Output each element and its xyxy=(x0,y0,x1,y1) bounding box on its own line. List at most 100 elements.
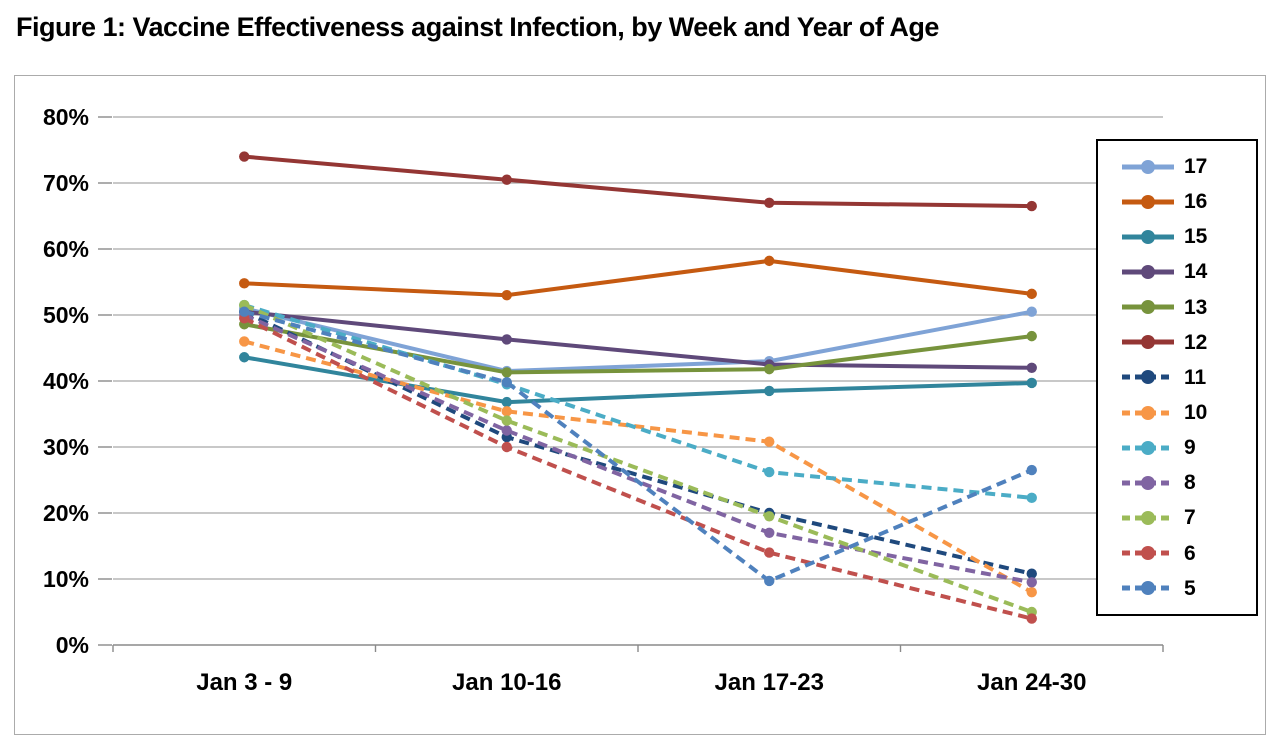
series-15 xyxy=(239,352,1037,408)
chart-area: 0% 10% 20% 30% 40% 50% 60% 70% 80% Jan 3 - 9 Jan 1… xyxy=(14,75,1266,735)
series-marker-12 xyxy=(501,174,512,185)
figure-title: Figure 1: Vaccine Effectiveness against … xyxy=(16,12,939,42)
series-marker-6 xyxy=(501,441,512,453)
series-11 xyxy=(239,306,1037,579)
legend-marker-6 xyxy=(1141,546,1155,561)
series-marker-16 xyxy=(239,278,250,289)
legend-marker-8 xyxy=(1141,475,1155,490)
legend-item-10: 10 xyxy=(1122,402,1252,423)
legend-item-7: 7 xyxy=(1122,507,1252,528)
series-marker-6 xyxy=(1026,613,1037,624)
series-line-15 xyxy=(243,355,1032,405)
legend-label-14: 14 xyxy=(1184,260,1208,284)
series-marker-7 xyxy=(501,415,512,426)
series-marker-9 xyxy=(764,466,775,478)
legend-item-16: 16 xyxy=(1122,191,1252,212)
series-marker-12 xyxy=(764,197,775,208)
y-axis-label: 80% xyxy=(43,104,89,130)
series-9 xyxy=(239,299,1037,504)
series-marker-13 xyxy=(1026,330,1037,342)
series-marker-10 xyxy=(764,436,775,447)
series-marker-15 xyxy=(501,396,512,408)
series-marker-15 xyxy=(1026,377,1037,389)
series-marker-7 xyxy=(764,511,775,522)
series-6 xyxy=(239,313,1037,624)
series-marker-6 xyxy=(764,547,775,558)
y-axis-label: 30% xyxy=(43,434,89,460)
series-marker-15 xyxy=(239,352,250,363)
chart-svg: 0% 10% 20% 30% 40% 50% 60% 70% 80% Jan 3 - 9 Jan 1… xyxy=(43,104,1164,696)
legend-label-15: 15 xyxy=(1184,225,1208,249)
legend-item-15: 15 xyxy=(1122,226,1252,247)
series-marker-10 xyxy=(501,406,512,417)
legend-label-16: 16 xyxy=(1184,190,1208,214)
series-marker-10 xyxy=(1026,587,1037,598)
y-axis-label: 40% xyxy=(43,368,89,394)
legend: 17 16 15 14 13 12 11 10 9 8 7 6 5 xyxy=(1096,139,1258,616)
legend-item-8: 8 xyxy=(1122,472,1252,493)
y-axis-label: 70% xyxy=(43,170,89,196)
legend-swatch-9 xyxy=(1122,440,1174,455)
series-line-17 xyxy=(243,306,1033,374)
legend-marker-13 xyxy=(1141,300,1155,315)
legend-marker-15 xyxy=(1141,229,1155,244)
legend-item-6: 6 xyxy=(1122,543,1252,564)
legend-swatch-8 xyxy=(1122,475,1174,490)
series-marker-13 xyxy=(501,367,512,378)
legend-label-6: 6 xyxy=(1184,541,1196,565)
series-line-14 xyxy=(244,309,1032,370)
series-10 xyxy=(239,336,1037,598)
legend-label-13: 13 xyxy=(1184,295,1208,319)
legend-marker-5 xyxy=(1141,581,1155,596)
legend-marker-10 xyxy=(1141,405,1155,420)
legend-swatch-15 xyxy=(1122,229,1174,244)
legend-label-11: 11 xyxy=(1184,365,1207,389)
legend-swatch-5 xyxy=(1122,581,1174,596)
legend-item-11: 11 xyxy=(1122,367,1252,388)
series-line-6 xyxy=(243,316,1033,621)
series-marker-5 xyxy=(239,306,250,317)
series-marker-8 xyxy=(501,425,512,436)
legend-marker-11 xyxy=(1141,370,1155,385)
legend-item-14: 14 xyxy=(1122,261,1252,282)
legend-swatch-11 xyxy=(1122,370,1174,385)
legend-item-13: 13 xyxy=(1122,297,1252,318)
legend-swatch-13 xyxy=(1122,300,1174,315)
series-marker-17 xyxy=(1026,306,1037,317)
legend-marker-12 xyxy=(1141,335,1155,350)
series-12 xyxy=(239,151,1037,212)
y-axis-label: 20% xyxy=(43,500,89,526)
legend-label-10: 10 xyxy=(1184,401,1208,425)
series-marker-9 xyxy=(1026,492,1037,504)
series-marker-5 xyxy=(764,575,775,587)
legend-label-17: 17 xyxy=(1184,155,1208,179)
legend-marker-7 xyxy=(1141,510,1155,525)
legend-swatch-14 xyxy=(1122,264,1174,279)
series-16 xyxy=(239,255,1037,301)
series-marker-10 xyxy=(239,336,250,347)
legend-marker-14 xyxy=(1141,264,1155,279)
legend-label-8: 8 xyxy=(1184,471,1196,495)
legend-swatch-10 xyxy=(1122,405,1174,420)
series-marker-5 xyxy=(501,377,512,388)
series-marker-14 xyxy=(501,334,512,345)
series-marker-15 xyxy=(764,385,775,397)
y-axis-label: 60% xyxy=(43,236,89,262)
series-marker-8 xyxy=(764,527,775,538)
x-axis-label: Jan 3 - 9 xyxy=(196,669,292,696)
series-marker-5 xyxy=(1026,464,1037,476)
series-marker-11 xyxy=(1026,568,1037,579)
legend-label-5: 5 xyxy=(1184,576,1196,600)
legend-label-9: 9 xyxy=(1184,436,1196,460)
legend-marker-16 xyxy=(1141,194,1155,209)
series-line-10 xyxy=(243,339,1033,594)
series-line-12 xyxy=(244,154,1032,209)
legend-marker-9 xyxy=(1141,440,1155,455)
y-axis-label: 0% xyxy=(56,632,89,658)
series-marker-14 xyxy=(1026,362,1037,373)
legend-swatch-6 xyxy=(1122,546,1174,561)
x-axis-label: Jan 10-16 xyxy=(452,669,561,696)
series-5 xyxy=(239,306,1037,587)
legend-marker-17 xyxy=(1141,159,1155,174)
legend-swatch-16 xyxy=(1122,194,1174,209)
